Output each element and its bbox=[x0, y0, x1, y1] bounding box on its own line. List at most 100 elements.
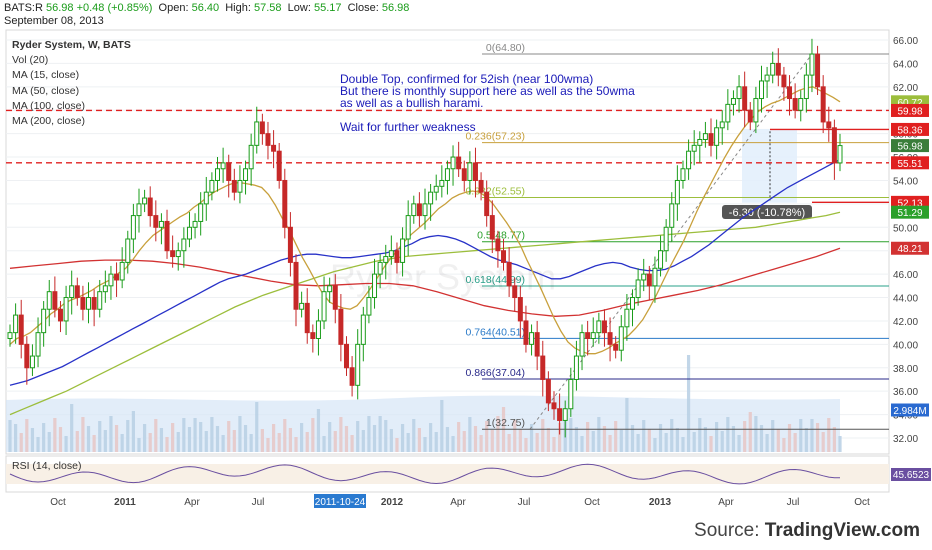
candle-body bbox=[798, 98, 804, 111]
volume-bar bbox=[114, 425, 119, 452]
volume-bar bbox=[75, 431, 79, 452]
candle-body bbox=[517, 297, 523, 322]
candle-body bbox=[775, 62, 781, 76]
candle-body bbox=[13, 314, 19, 334]
rsi-label: RSI (14, close) bbox=[12, 460, 82, 472]
candle-body bbox=[484, 191, 490, 217]
legend-item-ma50[interactable]: MA (50, close) bbox=[12, 84, 80, 97]
measure-label-box bbox=[722, 205, 812, 220]
candle-body bbox=[254, 121, 260, 146]
volume-bar bbox=[529, 424, 534, 452]
candle-body bbox=[142, 197, 148, 205]
candle-body bbox=[7, 332, 13, 340]
volume-bar bbox=[193, 418, 197, 452]
candle-body bbox=[618, 326, 624, 351]
candle-body bbox=[590, 332, 596, 340]
x-tick-label: 2013 bbox=[649, 497, 672, 508]
volume-bar bbox=[546, 428, 550, 452]
volume-bar bbox=[171, 423, 175, 452]
volume-bar bbox=[142, 424, 147, 452]
volume-bar bbox=[305, 432, 309, 452]
candle-body bbox=[130, 215, 136, 240]
volume-bar bbox=[743, 421, 747, 452]
volume-bar bbox=[759, 425, 764, 452]
x-tick-label: Apr bbox=[184, 497, 200, 508]
candle-body bbox=[203, 191, 209, 205]
candle-body bbox=[343, 343, 349, 369]
candle-body bbox=[349, 367, 355, 386]
candle-body bbox=[506, 261, 512, 287]
candle-body bbox=[439, 179, 445, 187]
x-tick-label: Apr bbox=[718, 497, 734, 508]
candle-body bbox=[680, 168, 686, 181]
volume-bar bbox=[686, 355, 691, 452]
candle-body bbox=[366, 297, 372, 316]
volume-bar bbox=[748, 412, 752, 452]
candle-body bbox=[136, 203, 142, 217]
candle-body bbox=[433, 185, 439, 193]
candle-body bbox=[545, 378, 551, 404]
price-tag-box bbox=[891, 241, 929, 255]
volume-bar bbox=[737, 435, 741, 452]
candle-body bbox=[220, 162, 226, 170]
candle-body bbox=[674, 179, 680, 205]
volume-bar bbox=[361, 430, 365, 452]
volume-bar bbox=[159, 428, 164, 452]
volume-bar bbox=[574, 427, 579, 452]
candle-body bbox=[125, 238, 131, 263]
volume-bar bbox=[681, 437, 685, 452]
fib-level-label: 0(64.80) bbox=[486, 42, 525, 54]
volume-bar bbox=[98, 421, 102, 452]
price-tag-label: 52.13 bbox=[897, 198, 922, 209]
open-value: 56.40 bbox=[191, 2, 220, 14]
volume-bar bbox=[199, 422, 203, 452]
volume-bar bbox=[266, 438, 270, 452]
volume-bar bbox=[675, 428, 679, 452]
volume-bar bbox=[238, 416, 242, 452]
volume-bar bbox=[423, 437, 427, 452]
measure-label: -6.30 (-10.78%) bbox=[729, 207, 805, 219]
candle-body bbox=[467, 162, 473, 181]
volume-bar bbox=[518, 429, 522, 452]
volume-bar bbox=[182, 418, 186, 452]
price-tag-label: 59.98 bbox=[897, 106, 922, 117]
candle-body bbox=[669, 203, 675, 228]
candle-body bbox=[405, 215, 411, 240]
y-tick-label: 46.00 bbox=[893, 270, 918, 281]
legend-item-ma15[interactable]: MA (15, close) bbox=[12, 69, 80, 82]
legend-item-ma200[interactable]: MA (200, close) bbox=[12, 115, 85, 128]
candle-body bbox=[641, 273, 647, 281]
volume-bar bbox=[103, 430, 107, 452]
candle-body bbox=[652, 267, 658, 287]
volume-bar bbox=[126, 420, 130, 452]
legend-item-ma100[interactable]: MA (100, close) bbox=[12, 99, 85, 112]
volume-bar bbox=[92, 435, 96, 452]
candles bbox=[7, 38, 843, 438]
candle-body bbox=[568, 378, 574, 410]
candle-body bbox=[764, 74, 770, 82]
volume-bar bbox=[524, 438, 528, 452]
volume-bar bbox=[810, 419, 814, 452]
candle-body bbox=[444, 168, 450, 181]
x-tick-label: Jul bbox=[518, 497, 531, 508]
volume-bar bbox=[58, 427, 63, 452]
price-tag-box bbox=[891, 195, 929, 209]
candle-body bbox=[271, 144, 277, 152]
legend-item-volume[interactable]: Vol (20) bbox=[12, 54, 49, 67]
price-tag-box bbox=[891, 403, 929, 417]
candle-body bbox=[742, 86, 748, 111]
volume-bar bbox=[322, 436, 326, 452]
y-tick-label: 36.00 bbox=[893, 387, 918, 398]
volume-bar bbox=[64, 436, 68, 452]
candle-body bbox=[624, 308, 630, 328]
watermark: Ryder System bbox=[330, 256, 556, 297]
candle-body bbox=[114, 273, 120, 281]
close-value: 56.98 bbox=[381, 2, 410, 14]
volume-bar bbox=[131, 411, 135, 452]
price-tag-label: 55.51 bbox=[897, 159, 922, 170]
volume-bar bbox=[372, 425, 377, 452]
candle-body bbox=[725, 103, 731, 123]
candle-body bbox=[416, 203, 422, 217]
volume-bar bbox=[821, 432, 825, 452]
